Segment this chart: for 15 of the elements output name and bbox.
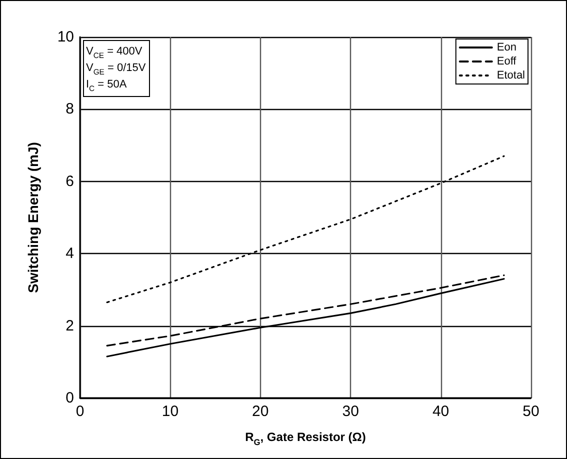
legend-label: Etotal	[496, 70, 526, 82]
y-tick-label: 4	[66, 245, 74, 262]
legend-label: Eoff	[496, 56, 518, 68]
x-tick-label: 20	[252, 403, 269, 420]
legend-label: Eon	[496, 42, 516, 54]
y-axis-title: Switching Energy (mJ)	[25, 142, 41, 293]
y-tick-label: 2	[66, 317, 74, 334]
x-tick-label: 30	[342, 403, 359, 420]
x-tick-label: 40	[432, 403, 450, 420]
x-tick-label: 10	[162, 403, 179, 420]
y-tick-label: 6	[66, 172, 74, 190]
y-tick-label: 10	[57, 28, 74, 46]
x-tick-label: 50	[522, 403, 540, 420]
y-tick-label: 8	[66, 100, 74, 118]
y-tick-label: 0	[66, 390, 74, 406]
